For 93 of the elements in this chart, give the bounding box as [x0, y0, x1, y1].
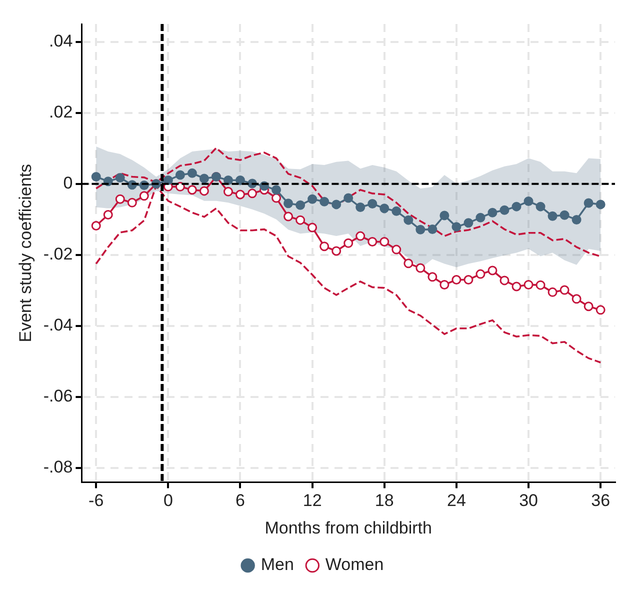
point: [560, 210, 570, 220]
point: [199, 174, 209, 184]
point: [320, 242, 330, 252]
point: [344, 238, 354, 248]
y-axis-title: Event study coefficients: [16, 164, 35, 342]
x-axis-title: Months from childbirth: [264, 518, 432, 538]
point: [404, 258, 414, 268]
point: [344, 193, 354, 203]
x-tick-label: 24: [446, 491, 466, 510]
point: [392, 244, 402, 254]
y-tick-label: -.04: [43, 316, 73, 335]
point: [296, 215, 306, 225]
point: [272, 193, 282, 203]
point: [548, 287, 558, 297]
point: [115, 173, 125, 183]
point: [584, 302, 594, 312]
point: [452, 222, 462, 232]
point: [235, 190, 245, 200]
point: [187, 185, 197, 195]
point: [163, 176, 173, 186]
point: [272, 185, 282, 195]
point: [416, 224, 426, 234]
y-tick-label: .04: [49, 31, 73, 50]
point: [223, 176, 233, 186]
y-tick-label: -.08: [43, 458, 73, 477]
point: [103, 210, 113, 220]
point: [500, 205, 510, 215]
point: [560, 285, 570, 295]
point: [596, 305, 606, 315]
x-tick-label: 6: [236, 491, 245, 510]
point: [440, 280, 450, 290]
point: [248, 188, 258, 198]
point: [175, 170, 185, 180]
point: [368, 198, 378, 208]
x-tick-label: 30: [519, 491, 538, 510]
point: [127, 198, 137, 208]
point: [199, 186, 209, 196]
point: [187, 168, 197, 178]
point: [320, 196, 330, 206]
point: [332, 246, 342, 256]
point: [464, 218, 474, 228]
point: [440, 210, 450, 220]
point: [512, 202, 522, 212]
point: [548, 211, 558, 221]
point: [536, 280, 546, 290]
point: [139, 191, 149, 201]
point: [500, 276, 510, 286]
point: [284, 212, 294, 222]
point: [488, 266, 498, 276]
legend-label: Men: [260, 555, 294, 574]
point: [91, 221, 101, 230]
point: [476, 269, 486, 279]
point: [428, 224, 438, 234]
point: [572, 214, 582, 224]
point: [524, 196, 534, 206]
point: [380, 204, 390, 214]
point: [115, 194, 125, 204]
point: [235, 176, 245, 186]
point: [380, 236, 390, 246]
point: [596, 200, 606, 210]
point: [584, 198, 594, 208]
point: [476, 212, 486, 222]
point: [464, 274, 474, 284]
point: [452, 274, 462, 284]
point: [488, 208, 498, 218]
point: [392, 206, 402, 216]
point: [308, 222, 318, 232]
y-tick-label: 0: [63, 174, 73, 193]
x-tick-label: 0: [163, 491, 173, 510]
point: [416, 263, 426, 273]
point: [404, 215, 414, 225]
y-tick-label: -.02: [43, 244, 73, 264]
point: [91, 172, 101, 182]
y-tick-label: .02: [49, 102, 73, 122]
point: [308, 194, 318, 204]
x-tick-label: 12: [302, 491, 322, 510]
point: [512, 282, 522, 292]
point: [368, 236, 378, 246]
point: [572, 294, 582, 304]
legend-label: Women: [325, 555, 384, 574]
x-tick-label: -6: [88, 491, 104, 510]
point: [223, 186, 233, 196]
point: [428, 272, 438, 282]
point: [332, 200, 342, 210]
y-tick-label: -.06: [43, 386, 73, 406]
point: [296, 200, 306, 210]
x-tick-label: 18: [374, 491, 394, 510]
point: [536, 202, 546, 212]
x-tick-label: 36: [591, 491, 610, 510]
point: [524, 280, 534, 290]
point: [284, 198, 294, 208]
point: [356, 231, 366, 241]
point: [356, 202, 366, 212]
